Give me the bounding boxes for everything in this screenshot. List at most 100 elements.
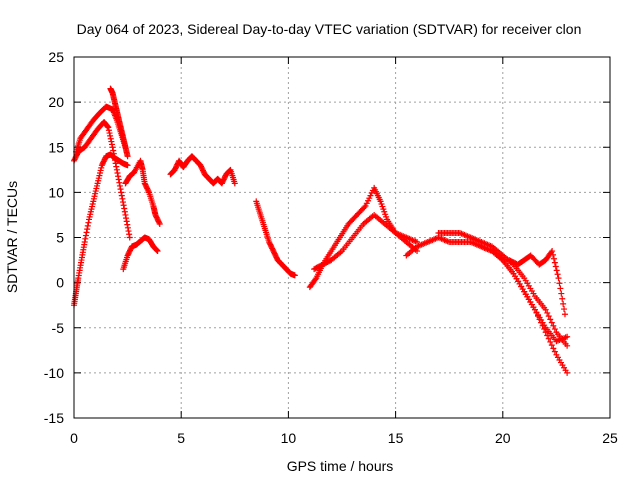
data-point-interp <box>106 130 113 137</box>
data-series <box>71 118 133 241</box>
grid-lines <box>74 57 610 418</box>
y-tick-label: 5 <box>56 230 64 246</box>
data-point <box>231 180 238 187</box>
data-point-interp <box>145 188 152 195</box>
data-point-interp <box>119 195 126 202</box>
data-point-interp <box>113 163 120 170</box>
y-tick-label: -5 <box>52 320 65 336</box>
data-point-interp <box>361 204 368 211</box>
data-point-interp <box>559 295 566 302</box>
data-point-interp <box>120 202 127 209</box>
data-point-interp <box>550 322 557 329</box>
data-point <box>555 275 562 282</box>
data-point-interp <box>153 246 160 253</box>
y-tick-label: 0 <box>56 275 64 291</box>
data-point-interp <box>553 267 560 274</box>
data-point-interp <box>552 263 559 270</box>
data-point-interp <box>83 229 90 236</box>
data-point-interp <box>115 173 122 180</box>
data-point-interp <box>312 276 319 283</box>
data-point-interp <box>557 285 564 292</box>
data-point-interp <box>545 335 552 342</box>
y-tick-label: 25 <box>48 49 64 65</box>
data-point-interp <box>84 226 91 233</box>
data-point <box>564 342 571 349</box>
data-point-interp <box>85 219 92 226</box>
data-point-interp <box>108 141 115 148</box>
data-point <box>564 333 571 340</box>
data-point <box>564 369 571 376</box>
data-point-interp <box>123 218 130 225</box>
data-series <box>478 243 571 345</box>
data-point-interp <box>550 251 557 258</box>
data-point-interp <box>104 123 111 130</box>
data-point-interp <box>124 224 131 231</box>
data-point-interp <box>544 309 551 316</box>
data-point-interp <box>105 127 112 134</box>
y-tick-label: 10 <box>48 184 64 200</box>
data-point-interp <box>112 160 119 167</box>
chart-title: Day 064 of 2023, Sidereal Day-to-day VTE… <box>77 21 582 37</box>
data-point-interp <box>554 271 561 278</box>
data-point <box>124 162 131 169</box>
data-point-interp <box>82 235 89 242</box>
data-point-interp <box>558 290 565 297</box>
data-point-interp <box>121 205 128 212</box>
data-point-interp <box>551 348 558 355</box>
data-point-interp <box>560 300 567 307</box>
data-point-interp <box>82 232 89 239</box>
data-point-interp <box>84 222 91 229</box>
data-point <box>109 144 116 151</box>
data-point-interp <box>561 306 568 313</box>
data-point <box>549 248 556 255</box>
data-point-interp <box>547 316 554 323</box>
data-point-interp <box>107 135 114 142</box>
data-point-interp <box>545 313 552 320</box>
data-point-interp <box>551 259 558 266</box>
data-point-interp <box>548 319 555 326</box>
data-series <box>311 211 421 273</box>
data-point <box>122 211 129 218</box>
data-series <box>122 157 163 227</box>
data-series <box>167 153 238 187</box>
data-point-interp <box>124 221 131 228</box>
data-point <box>124 153 131 160</box>
data-point-interp <box>107 132 114 139</box>
data-point-interp <box>108 138 115 145</box>
data-point <box>561 311 568 318</box>
data-series <box>120 234 161 273</box>
data-point-interp <box>547 338 554 345</box>
data-point <box>291 272 298 279</box>
data-point-interp <box>112 157 119 164</box>
data-point-interp <box>121 208 128 215</box>
data-point <box>118 189 125 196</box>
x-tick-label: 10 <box>281 430 297 446</box>
data-point-interp <box>156 219 163 226</box>
x-tick-label: 0 <box>70 430 78 446</box>
data-point-interp <box>226 167 233 174</box>
y-tick-label: -15 <box>44 410 64 426</box>
data-point-interp <box>125 228 132 235</box>
data-point-interp <box>154 247 161 254</box>
y-axis-label: SDTVAR / TECUs <box>4 181 20 293</box>
data-point-interp <box>548 342 555 349</box>
data-points <box>71 85 571 376</box>
data-series <box>506 248 568 318</box>
data-point-interp <box>115 176 122 183</box>
data-series <box>253 198 298 279</box>
y-tick-label: -10 <box>44 365 64 381</box>
data-point-interp <box>116 182 123 189</box>
data-point-interp <box>126 231 133 238</box>
x-tick-label: 20 <box>495 430 511 446</box>
data-point-interp <box>110 150 117 157</box>
x-tick-label: 15 <box>388 430 404 446</box>
x-axis-label: GPS time / hours <box>287 458 394 474</box>
data-point-interp <box>116 179 123 186</box>
data-series <box>107 85 131 160</box>
y-tick-label: 20 <box>48 94 64 110</box>
data-point <box>154 248 161 255</box>
tick-labels: 0 5 10 15 20 25 -15 -10 -5 0 5 10 15 20 25 <box>44 49 618 446</box>
data-point <box>542 306 549 313</box>
